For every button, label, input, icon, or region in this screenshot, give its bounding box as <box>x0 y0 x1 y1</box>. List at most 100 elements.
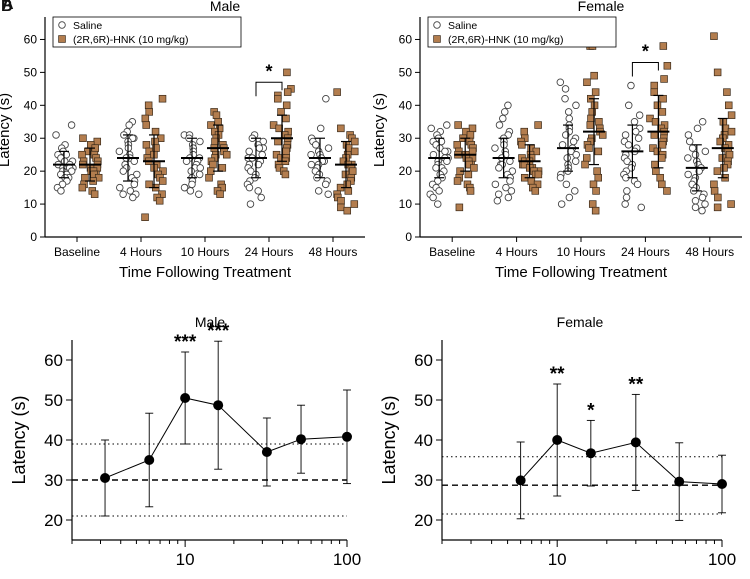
data-point-hnk <box>650 81 659 90</box>
data-point-hnk <box>727 200 735 208</box>
data-point-saline <box>245 147 253 156</box>
data-point-hnk <box>222 150 231 159</box>
y-tick-label: 40 <box>414 431 433 450</box>
data-point-hnk <box>659 94 667 103</box>
data-point-saline <box>564 108 573 116</box>
data-point <box>296 434 307 445</box>
data-point-hnk <box>724 101 733 110</box>
series-line <box>104 397 348 479</box>
data-point-saline <box>255 144 264 152</box>
chart-title: Male <box>195 314 226 330</box>
data-point-hnk <box>337 203 345 212</box>
data-point-saline <box>507 187 516 195</box>
data-point-hnk <box>589 180 598 189</box>
data-point <box>342 431 352 442</box>
data-point-saline <box>321 180 330 189</box>
legend-label-saline: Saline <box>448 20 477 32</box>
data-point-saline <box>563 154 571 162</box>
legend-box <box>52 16 242 48</box>
data-point-saline <box>571 187 579 195</box>
data-point-hnk <box>534 121 542 129</box>
y-axis-label: Latency (s) <box>0 93 13 167</box>
legend-marker-saline <box>433 21 441 29</box>
data-point-hnk <box>518 141 526 149</box>
y-tick-label: 60 <box>44 351 63 370</box>
data-point-hnk <box>158 94 167 103</box>
y-tick-label: 40 <box>44 431 63 450</box>
data-point-hnk <box>650 88 658 96</box>
data-point-hnk <box>593 167 601 175</box>
data-point-hnk <box>212 111 221 119</box>
y-tick-label: 60 <box>399 32 413 46</box>
data-point-saline <box>495 164 503 172</box>
data-point-hnk <box>663 187 671 195</box>
y-tick-label: 20 <box>399 164 413 178</box>
y-tick-label: 40 <box>399 98 413 112</box>
data-point-hnk <box>468 124 477 133</box>
data-point <box>515 475 526 486</box>
data-point-saline <box>195 170 204 179</box>
data-point-hnk <box>78 183 87 192</box>
data-point-hnk <box>713 68 722 77</box>
data-point-hnk <box>274 94 282 103</box>
data-point-saline <box>196 164 204 172</box>
data-point-hnk <box>144 101 153 110</box>
data-point-hnk <box>710 187 719 195</box>
data-point-saline <box>635 111 644 119</box>
data-point-saline <box>556 173 565 182</box>
data-point-saline <box>556 78 565 87</box>
data-point-saline <box>499 114 507 123</box>
data-point-hnk <box>581 160 589 169</box>
data-point-saline <box>254 187 262 195</box>
data-point-saline <box>630 118 639 126</box>
legend-label-saline: Saline <box>73 20 102 32</box>
data-point-saline <box>561 85 570 93</box>
data-point-saline <box>691 197 700 205</box>
significance-bracket <box>255 81 283 97</box>
data-point-hnk <box>656 173 664 182</box>
data-point-hnk <box>145 108 153 116</box>
data-point-hnk <box>209 160 217 169</box>
data-point-hnk <box>713 167 722 175</box>
data-point <box>213 400 224 411</box>
data-point-saline <box>129 193 137 202</box>
data-point <box>180 393 191 403</box>
data-point-hnk <box>714 193 722 202</box>
data-point-saline <box>130 180 139 189</box>
data-point-saline <box>429 193 437 202</box>
data-point-hnk <box>333 88 341 96</box>
data-point-hnk <box>470 164 478 172</box>
data-point-hnk <box>351 147 359 156</box>
data-point-saline <box>634 134 643 142</box>
data-point-hnk <box>658 141 667 149</box>
data-point-saline <box>501 108 509 116</box>
data-point-hnk <box>283 88 292 96</box>
y-tick-label: 40 <box>24 98 38 112</box>
data-point-hnk <box>453 177 462 185</box>
y-tick-label: 20 <box>414 511 433 530</box>
data-point-hnk <box>659 42 668 50</box>
data-point-saline <box>67 121 76 129</box>
data-point-saline <box>569 137 578 146</box>
data-point-saline <box>180 183 189 192</box>
data-point-saline <box>186 187 195 195</box>
data-point-saline <box>435 187 443 195</box>
data-point-hnk <box>466 131 475 139</box>
data-point-hnk <box>658 154 666 162</box>
data-point-saline <box>701 200 709 208</box>
data-point-saline <box>561 94 569 103</box>
x-tick-label: Baseline <box>429 245 475 259</box>
data-point-hnk <box>282 147 290 156</box>
data-point-saline <box>495 121 504 129</box>
data-point-saline <box>623 187 631 195</box>
data-point-saline <box>195 190 203 198</box>
data-point-hnk <box>350 200 359 208</box>
panel-letter-b: B <box>1 0 13 15</box>
data-point-saline <box>627 81 635 90</box>
data-point-hnk <box>660 75 668 83</box>
legend-label-hnk: (2R,6R)-HNK (10 mg/kg) <box>448 34 564 46</box>
significance-marker: ** <box>550 364 565 385</box>
data-point-hnk <box>595 118 603 126</box>
legend-marker-hnk <box>433 35 441 43</box>
y-axis-label: Latency (s) <box>9 395 29 484</box>
